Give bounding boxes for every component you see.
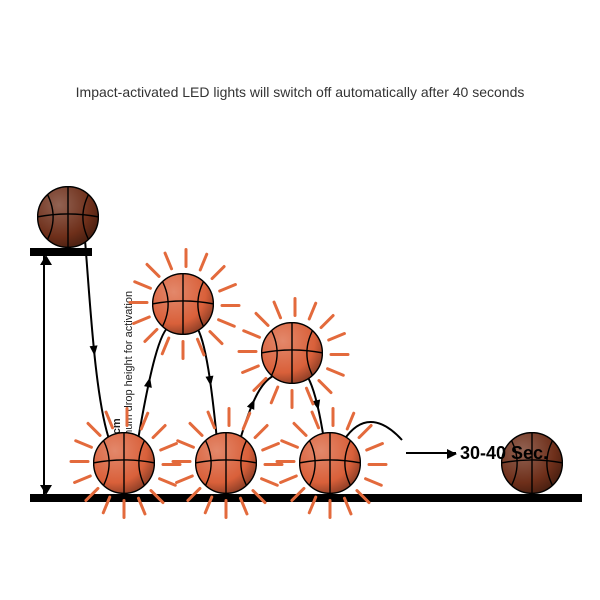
basketball-icon [37, 186, 99, 248]
diagram-stage: Impact-activated LED lights will switch … [0, 0, 600, 600]
basketball-bounce2 [195, 432, 257, 494]
basketball-icon [93, 432, 155, 494]
title-text: Impact-activated LED lights will switch … [0, 84, 600, 100]
basketball-start [37, 186, 99, 248]
time-arrow [406, 452, 456, 454]
basketball-icon [152, 273, 214, 335]
basketball-apex1 [152, 273, 214, 335]
height-indicator: ~ 15 cm Minimum drop height for activati… [43, 256, 45, 494]
basketball-icon [261, 322, 323, 384]
basketball-apex2 [261, 322, 323, 384]
basketball-icon [299, 432, 361, 494]
time-label: 30-40 Sec. [460, 443, 548, 464]
basketball-bounce3 [299, 432, 361, 494]
basketball-bounce1 [93, 432, 155, 494]
ground-line [30, 494, 582, 502]
basketball-icon [195, 432, 257, 494]
